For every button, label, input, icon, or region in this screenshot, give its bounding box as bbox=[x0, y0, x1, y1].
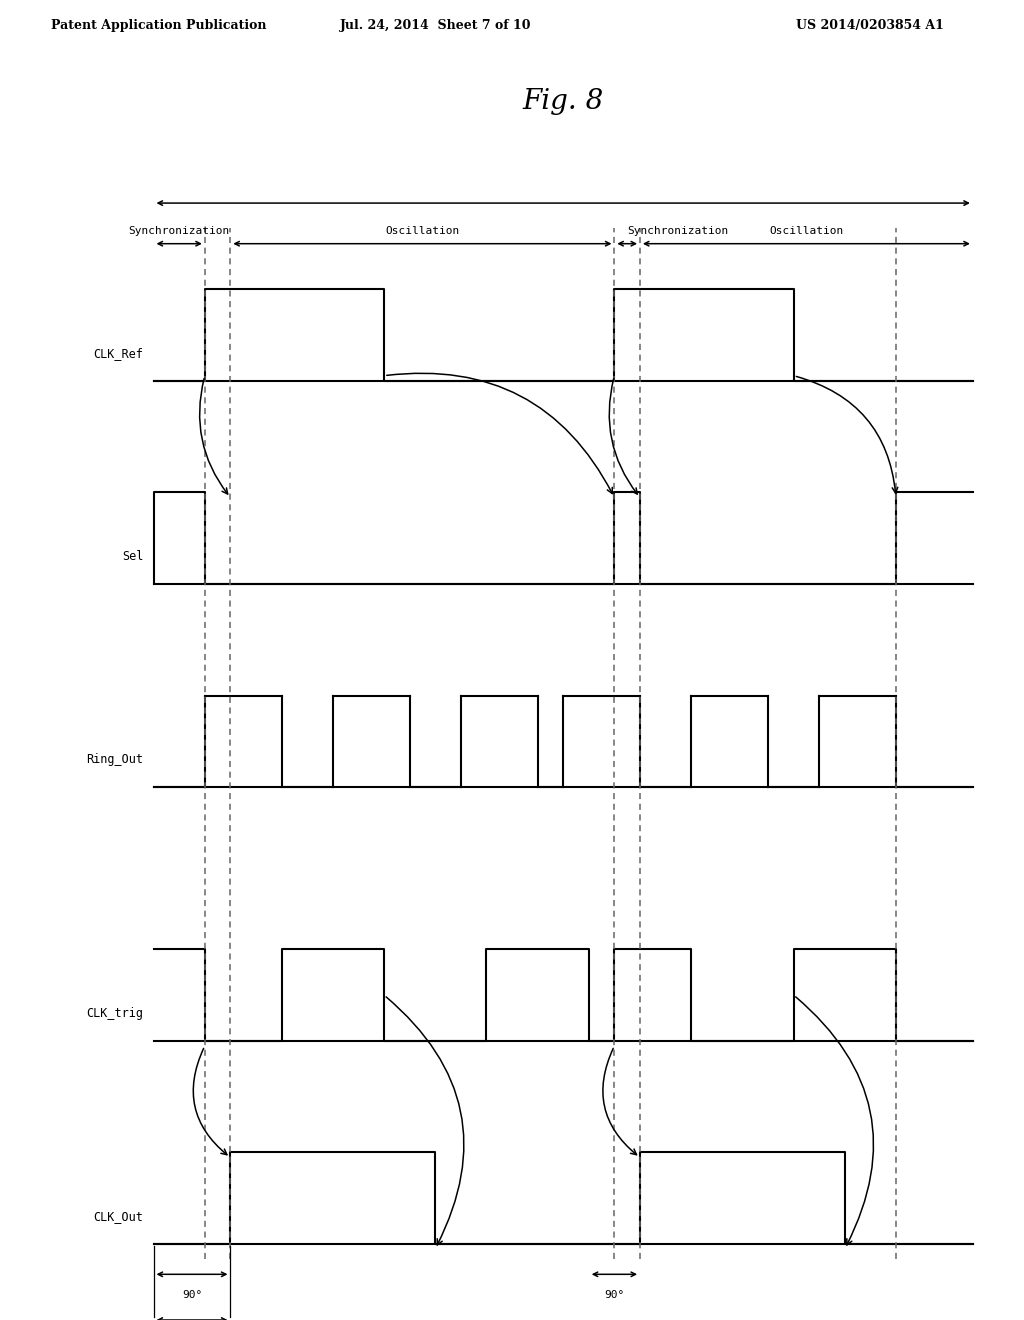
Text: 90°: 90° bbox=[182, 1290, 202, 1299]
Text: Ring_Out: Ring_Out bbox=[86, 752, 143, 766]
Text: Oscillation: Oscillation bbox=[769, 226, 844, 236]
Text: Patent Application Publication: Patent Application Publication bbox=[51, 18, 266, 32]
Text: Synchronization: Synchronization bbox=[129, 226, 229, 236]
Text: US 2014/0203854 A1: US 2014/0203854 A1 bbox=[797, 18, 944, 32]
Text: Jul. 24, 2014  Sheet 7 of 10: Jul. 24, 2014 Sheet 7 of 10 bbox=[339, 18, 531, 32]
Text: Sel: Sel bbox=[122, 550, 143, 562]
Text: CLK_Out: CLK_Out bbox=[93, 1210, 143, 1222]
Text: 90°: 90° bbox=[604, 1290, 625, 1299]
Text: CLK_trig: CLK_trig bbox=[86, 1007, 143, 1020]
Text: Fig. 8: Fig. 8 bbox=[522, 88, 604, 115]
Text: Oscillation: Oscillation bbox=[385, 226, 460, 236]
Text: Synchronization: Synchronization bbox=[627, 226, 728, 236]
Text: CLK_Ref: CLK_Ref bbox=[93, 347, 143, 360]
